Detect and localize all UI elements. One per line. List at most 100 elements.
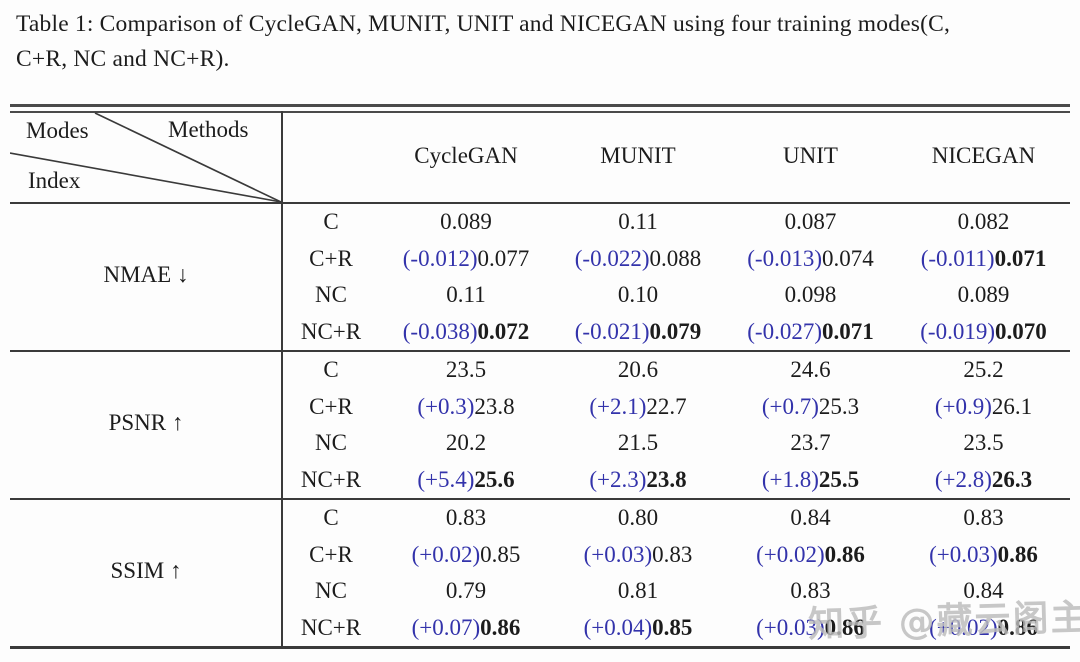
- value-text: 0.098: [784, 282, 837, 308]
- value-text: 0.86: [997, 541, 1038, 567]
- value-text: 0.088: [649, 245, 702, 271]
- table-row: NC 0.79 0.81 0.83 0.84: [282, 573, 1070, 610]
- mode-label: NC+R: [300, 466, 362, 492]
- row-group-label-nmae: NMAE ↓: [103, 262, 189, 287]
- value-text: 0.84: [963, 578, 1004, 604]
- delta-text: (+2.3): [589, 466, 647, 492]
- value-cell: (+0.03)0.86: [897, 542, 1070, 568]
- value-text: 0.079: [649, 318, 702, 344]
- value-cell: 25.2: [897, 357, 1070, 383]
- value-cell: (+0.07)0.86: [380, 615, 552, 641]
- value-cell: (+2.1)22.7: [552, 394, 724, 420]
- value-text: 0.81: [617, 578, 659, 604]
- delta-text: (-0.027): [747, 318, 822, 344]
- value-text: 0.072: [477, 318, 530, 344]
- value-cell: 0.83: [897, 505, 1070, 531]
- table-row: C+R (+0.3)23.8 (+2.1)22.7 (+0.7)25.3 (+0…: [282, 389, 1070, 426]
- mode-label: C: [323, 505, 339, 531]
- row-group-label-psnr: PSNR ↑: [108, 410, 184, 435]
- value-cell: 0.089: [380, 209, 552, 235]
- value-text: 0.84: [790, 505, 831, 531]
- delta-text: (+2.1): [589, 393, 647, 419]
- value-text: 0.85: [480, 541, 521, 567]
- value-text: 0.082: [957, 209, 1010, 235]
- value-text: 22.7: [646, 393, 687, 419]
- delta-text: (+0.03): [929, 541, 998, 567]
- mode-label: C+R: [309, 541, 353, 567]
- value-text: 23.7: [790, 430, 831, 456]
- group-nmae: C 0.089 0.11 0.087 0.082 C+R (-0.012)0.0…: [282, 204, 1070, 350]
- value-cell: 0.082: [897, 209, 1070, 235]
- table-row: C 23.5 20.6 24.6 25.2: [282, 352, 1070, 389]
- value-cell: 0.11: [380, 282, 552, 308]
- corner-label-index: Index: [28, 168, 81, 193]
- value-cell: (-0.038)0.072: [380, 319, 552, 345]
- row-group-label-ssim: SSIM ↑: [110, 558, 182, 583]
- value-cell: 0.089: [897, 282, 1070, 308]
- value-text: 0.86: [824, 541, 865, 567]
- value-text: 20.6: [617, 357, 659, 383]
- corner-label-modes: Modes: [26, 118, 89, 143]
- value-cell: (+0.3)23.8: [380, 394, 552, 420]
- mode-label: C+R: [309, 245, 353, 271]
- value-text: 0.79: [445, 578, 487, 604]
- value-text: 23.8: [474, 393, 515, 419]
- value-text: 26.1: [991, 393, 1033, 419]
- value-cell: (+1.8)25.5: [724, 467, 897, 493]
- value-cell: (-0.011)0.071: [897, 246, 1070, 272]
- value-cell: 0.83: [724, 578, 897, 604]
- value-cell: (+0.03)0.83: [552, 542, 724, 568]
- group-ssim: C 0.83 0.80 0.84 0.83 C+R (+0.02)0.85 (+…: [282, 500, 1070, 646]
- value-text: 0.071: [821, 318, 874, 344]
- value-text: 20.2: [445, 430, 487, 456]
- group-rule-nmae: [10, 350, 1070, 352]
- delta-text: (+0.03): [756, 614, 825, 640]
- value-cell: (+0.03)0.86: [724, 615, 897, 641]
- delta-text: (-0.038): [402, 318, 478, 344]
- delta-text: (-0.013): [747, 245, 822, 271]
- value-cell: 0.79: [380, 578, 552, 604]
- value-text: 0.83: [445, 505, 487, 531]
- value-cell: 0.80: [552, 505, 724, 531]
- value-text: 0.86: [480, 614, 521, 640]
- table-row: C 0.089 0.11 0.087 0.082: [282, 204, 1070, 241]
- value-text: 0.071: [994, 245, 1047, 271]
- value-text: 23.5: [963, 430, 1004, 456]
- value-cell: 23.7: [724, 430, 897, 456]
- delta-text: (-0.012): [402, 245, 478, 271]
- value-cell: (-0.019)0.070: [897, 319, 1070, 345]
- value-text: 0.80: [617, 505, 659, 531]
- table-row: NC+R (+5.4)25.6 (+2.3)23.8 (+1.8)25.5 (+…: [282, 462, 1070, 499]
- table-row: NC+R (+0.07)0.86 (+0.04)0.85 (+0.03)0.86…: [282, 610, 1070, 647]
- value-text: 23.5: [445, 357, 487, 383]
- value-cell: (-0.021)0.079: [552, 319, 724, 345]
- value-cell: 0.10: [552, 282, 724, 308]
- value-text: 0.089: [440, 209, 492, 235]
- column-header-unit: UNIT: [783, 143, 838, 168]
- delta-text: (+0.7): [761, 393, 819, 419]
- delta-text: (+5.4): [417, 466, 475, 492]
- mode-label: C: [323, 209, 339, 235]
- value-text: 26.3: [991, 466, 1033, 492]
- table-caption: Table 1: Comparison of CycleGAN, MUNIT, …: [16, 7, 1072, 77]
- value-cell: 0.84: [897, 578, 1070, 604]
- value-cell: (+0.02)0.86: [724, 542, 897, 568]
- delta-text: (-0.011): [920, 245, 995, 271]
- table-row: C 0.83 0.80 0.84 0.83: [282, 500, 1070, 537]
- group-psnr: C 23.5 20.6 24.6 25.2 C+R (+0.3)23.8 (+2…: [282, 352, 1070, 498]
- table-row: NC 0.11 0.10 0.098 0.089: [282, 277, 1070, 314]
- value-text: 0.077: [477, 245, 530, 271]
- table-row: C+R (-0.012)0.077 (-0.022)0.088 (-0.013)…: [282, 241, 1070, 278]
- value-text: 0.11: [618, 209, 658, 235]
- value-cell: (-0.027)0.071: [724, 319, 897, 345]
- delta-text: (+0.02): [411, 541, 481, 567]
- value-cell: (+0.02)0.85: [380, 542, 552, 568]
- delta-text: (+0.03): [583, 541, 653, 567]
- column-header-cyclegan: CycleGAN: [414, 143, 518, 168]
- mode-label: NC: [315, 430, 347, 456]
- group-rule-psnr: [10, 498, 1070, 500]
- value-cell: 20.6: [552, 357, 724, 383]
- corner-label-methods: Methods: [168, 117, 249, 142]
- value-text: 0.070: [994, 318, 1047, 344]
